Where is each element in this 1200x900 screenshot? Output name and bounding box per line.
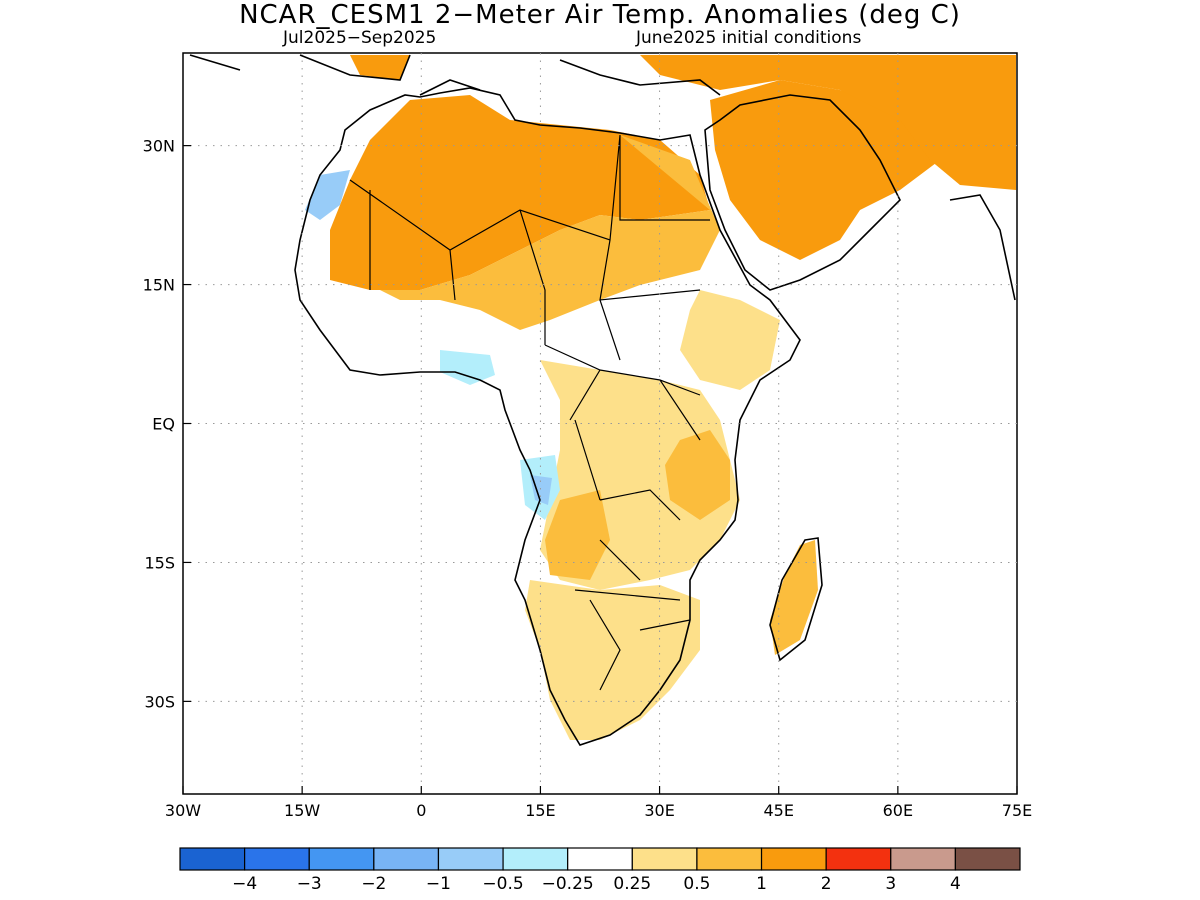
anomaly-region-south: [525, 580, 700, 740]
y-tick-label: 30N: [143, 137, 175, 156]
tick-layer: 30W 15W 0 15E 30E 45E 60E 75E 30N 15N EQ 15S 30S: [143, 137, 1033, 820]
y-tick-label: 30S: [144, 692, 175, 711]
colorbar-swatch: [437, 847, 504, 871]
colorbar-label: 2: [821, 874, 832, 894]
colorbar-label: −1: [426, 874, 451, 894]
x-tick-label: 45E: [763, 801, 793, 820]
india-coastline: [949, 194, 1016, 301]
anomaly-region-west-coast-cool: [305, 170, 350, 220]
colorbar-swatch: [954, 847, 1021, 871]
colorbar-label: 3: [885, 874, 896, 894]
x-tick-label: 0: [416, 801, 426, 820]
colorbar-swatch: [631, 847, 698, 871]
x-tick-label: 15E: [525, 801, 555, 820]
colorbar: −4 −3 −2 −1 −0.5 −0.25 0.25 0.5 1 2 3 4: [179, 847, 1021, 894]
initial-conditions: June2025 initial conditions: [636, 28, 862, 48]
x-tick-label: 60E: [883, 801, 913, 820]
colorbar-swatch: [244, 847, 310, 871]
anomaly-region-arabia: [710, 80, 940, 260]
colorbar-swatch: [567, 847, 633, 871]
anomaly-region-sahara: [330, 95, 710, 290]
colorbar-swatch: [373, 847, 440, 871]
coastline-layer: [189, 54, 1016, 746]
colorbar-swatch: [760, 847, 827, 871]
africa-coastline: [294, 87, 801, 746]
colorbar-label: −3: [297, 874, 322, 894]
anomaly-region-gulf-guinea-cool: [440, 350, 495, 385]
anomaly-region-east-africa: [665, 430, 730, 520]
colorbar-swatch: [825, 847, 892, 871]
y-tick-label: 15N: [143, 276, 175, 295]
map-title: NCAR_CESM1 2−Meter Air Temp. Anomalies (…: [239, 0, 961, 30]
colorbar-swatch: [502, 847, 569, 871]
x-tick-label: 15W: [284, 801, 320, 820]
colorbar-label: −0.25: [542, 874, 594, 894]
anomaly-region-angola-coast-cooler: [530, 475, 552, 505]
europe-coastline: [189, 54, 721, 96]
colorbar-label: 4: [950, 874, 961, 894]
anomaly-region-madagascar: [770, 540, 818, 655]
y-tick-label: 15S: [144, 553, 175, 572]
colorbar-label: 1: [756, 874, 767, 894]
colorbar-label: 0.5: [683, 874, 710, 894]
anomaly-region-angola: [545, 490, 610, 580]
colorbar-swatch: [890, 847, 956, 871]
arabia-coastline: [704, 94, 901, 291]
forecast-period: Jul2025−Sep2025: [283, 28, 437, 48]
x-tick-label: 75E: [1002, 801, 1032, 820]
border-lines: [349, 134, 710, 691]
colorbar-label: −0.5: [482, 874, 523, 894]
anomaly-region-mediterranean: [350, 55, 410, 80]
colorbar-swatch: [308, 847, 375, 871]
y-tick-label: EQ: [152, 415, 175, 434]
x-tick-label: 30E: [644, 801, 674, 820]
colorbar-swatch: [696, 847, 763, 871]
anomaly-fill-layer: [305, 55, 1016, 740]
colorbar-label: −2: [361, 874, 386, 894]
x-tick-label: 30W: [165, 801, 201, 820]
colorbar-label: 0.25: [613, 874, 651, 894]
anomaly-region-sahara-moderate: [380, 135, 720, 330]
colorbar-label: −4: [232, 874, 257, 894]
anomaly-region-central-asia: [640, 55, 1016, 190]
country-borders: [349, 134, 710, 691]
madagascar-coastline: [769, 537, 823, 662]
anomaly-region-horn: [680, 290, 780, 390]
colorbar-swatch: [179, 847, 246, 871]
